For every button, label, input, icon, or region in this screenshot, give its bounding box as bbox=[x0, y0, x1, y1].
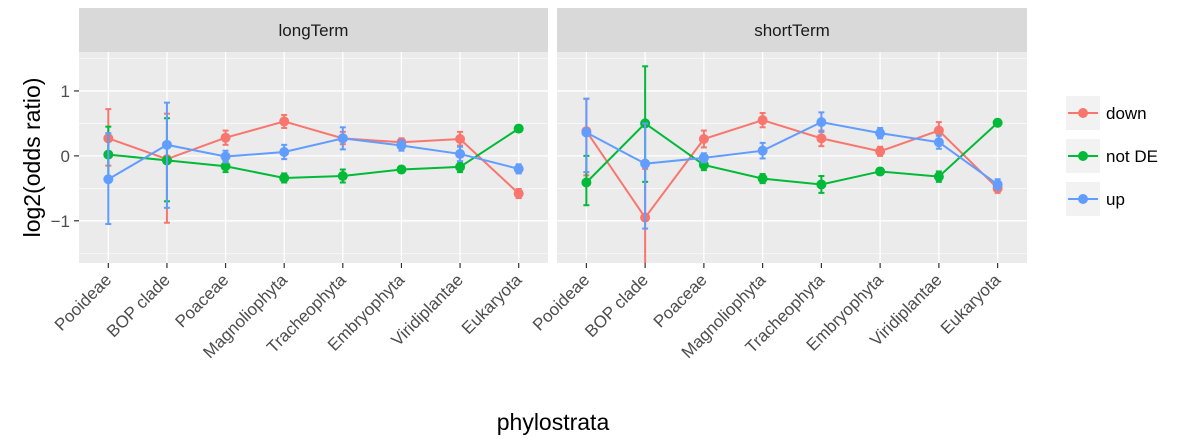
data-point-longterm-not-de bbox=[337, 171, 348, 182]
facet-strip-longterm bbox=[79, 8, 548, 52]
x-tick-label-shortterm: Poaceae bbox=[650, 270, 711, 331]
data-point-shortterm-up bbox=[757, 145, 768, 156]
series-line-shortterm-up bbox=[585, 121, 999, 186]
x-tick-label-longterm: Poaceae bbox=[171, 270, 232, 331]
series-line-longterm-down bbox=[107, 120, 520, 195]
data-point-shortterm-not-de bbox=[581, 177, 592, 188]
data-point-longterm-up bbox=[279, 146, 290, 157]
data-point-shortterm-up bbox=[816, 117, 827, 128]
data-point-shortterm-up bbox=[992, 179, 1003, 190]
data-point-longterm-up bbox=[455, 148, 466, 159]
data-point-shortterm-up bbox=[640, 158, 651, 169]
data-point-shortterm-up bbox=[698, 152, 709, 163]
legend-point-down bbox=[1078, 108, 1088, 118]
data-point-shortterm-up bbox=[581, 127, 592, 138]
data-point-shortterm-down bbox=[757, 115, 768, 126]
x-tick-label-shortterm: Eukaryota bbox=[937, 270, 1005, 338]
data-point-longterm-down bbox=[220, 132, 231, 143]
data-point-longterm-up bbox=[161, 139, 172, 150]
data-point-shortterm-down bbox=[698, 133, 709, 144]
x-tick-label-longterm: BOP clade bbox=[103, 270, 174, 341]
data-point-longterm-up bbox=[337, 133, 348, 144]
panel-background-shortterm bbox=[557, 52, 1027, 263]
x-axis-title: phylostrata bbox=[497, 409, 610, 435]
panel-background-longterm bbox=[79, 52, 548, 263]
data-point-longterm-down bbox=[513, 188, 524, 199]
series-line-shortterm-down bbox=[585, 119, 999, 220]
data-point-shortterm-not-de bbox=[933, 171, 944, 182]
data-point-longterm-not-de bbox=[396, 164, 407, 175]
series-line-longterm-up bbox=[107, 137, 519, 181]
x-tick-label-shortterm: BOP clade bbox=[581, 270, 652, 341]
data-point-longterm-up bbox=[396, 140, 407, 151]
series-line-shortterm-not-de bbox=[585, 122, 999, 186]
x-tick-label-longterm: Eukaryota bbox=[458, 270, 526, 338]
data-point-shortterm-not-de bbox=[875, 166, 886, 177]
facet-title-longterm: longTerm bbox=[279, 21, 349, 40]
y-tick-label: 1 bbox=[61, 82, 70, 101]
data-point-shortterm-not-de bbox=[992, 117, 1003, 128]
data-point-longterm-not-de bbox=[220, 161, 231, 172]
data-point-longterm-up bbox=[103, 174, 114, 185]
data-point-shortterm-up bbox=[875, 128, 886, 139]
y-tick-label: 0 bbox=[61, 147, 70, 166]
facet-strip-shortterm bbox=[557, 8, 1027, 52]
errorbar-shortterm-up bbox=[642, 122, 649, 230]
legend-label-down: down bbox=[1106, 104, 1147, 123]
y-axis-title: log2(odds ratio) bbox=[19, 78, 45, 238]
data-point-longterm-not-de bbox=[513, 123, 524, 134]
data-point-longterm-down bbox=[279, 116, 290, 127]
y-tick-label: −1 bbox=[51, 212, 70, 231]
data-point-longterm-down bbox=[455, 133, 466, 144]
legend-label-not-de: not DE bbox=[1106, 147, 1158, 166]
data-point-shortterm-down bbox=[875, 146, 886, 157]
data-point-longterm-not-de bbox=[455, 161, 466, 172]
data-point-longterm-not-de bbox=[279, 172, 290, 183]
data-point-longterm-up bbox=[513, 163, 524, 174]
data-point-shortterm-down bbox=[816, 133, 827, 144]
series-line-longterm-not-de bbox=[108, 127, 520, 179]
legend-point-up bbox=[1078, 194, 1088, 204]
legend-point-not-de bbox=[1078, 151, 1088, 161]
errorbar-longterm-up bbox=[163, 101, 170, 209]
data-point-shortterm-not-de bbox=[816, 179, 827, 190]
data-point-shortterm-down bbox=[933, 125, 944, 136]
facet-title-shortterm: shortTerm bbox=[754, 21, 830, 40]
data-point-shortterm-not-de bbox=[757, 173, 768, 184]
data-point-longterm-up bbox=[220, 151, 231, 162]
legend-label-up: up bbox=[1106, 190, 1125, 209]
data-point-shortterm-up bbox=[933, 137, 944, 148]
